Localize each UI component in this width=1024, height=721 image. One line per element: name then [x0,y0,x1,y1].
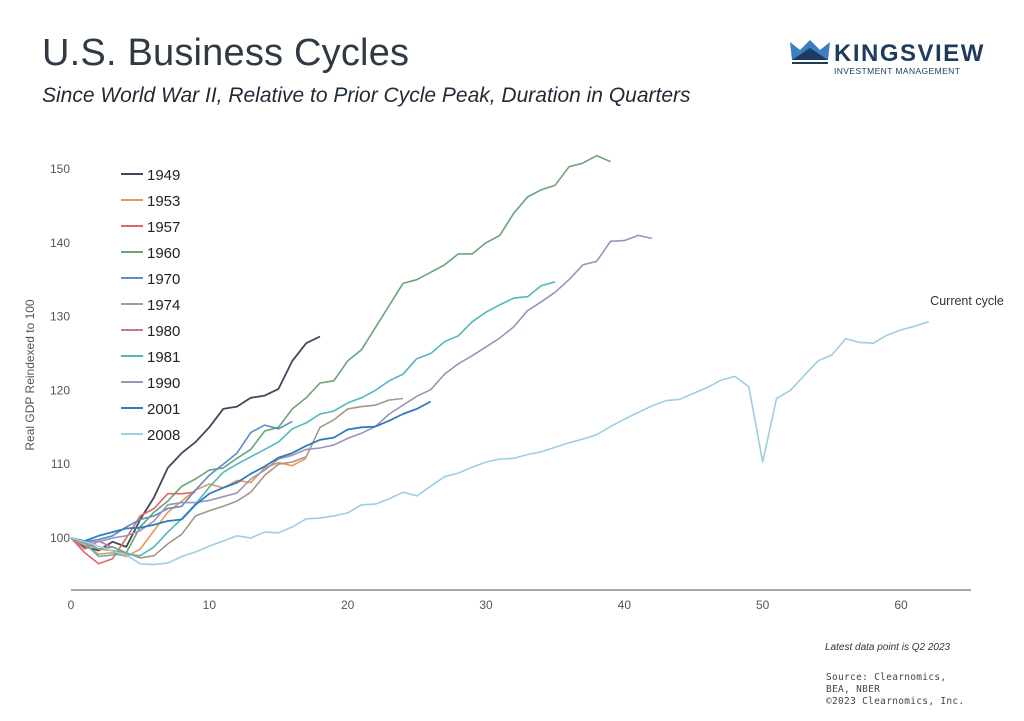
logo-wordmark: KINGSVIEW [834,40,985,67]
legend-label-2001: 2001 [147,401,180,418]
x-tick-label: 40 [618,598,632,612]
legend: 1949 1953 1957 1960 1970 1974 1980 1981 1990 2001… [121,167,180,444]
series-line-1949 [70,335,321,552]
current-cycle-annotation: Current cycle [930,294,1004,308]
kingsview-logo: KINGSVIEW INVESTMENT MANAGEMENT [788,38,983,78]
series-line-1980 [70,537,113,550]
x-axis-ticks: 0 10 20 30 40 50 60 [68,598,908,612]
series-line-2001 [70,400,432,542]
legend-label-1974: 1974 [147,297,180,314]
x-tick-label: 60 [894,598,908,612]
series-line-2008 [70,321,929,566]
series-line-1990 [70,234,653,544]
series-lines [70,154,929,566]
y-tick-label: 100 [50,531,70,545]
series-line-1974 [70,397,404,559]
series-line-1970 [70,420,293,543]
chart-subtitle: Since World War II, Relative to Prior Cy… [42,84,691,107]
series-line-1953 [70,457,307,558]
legend-label-1981: 1981 [147,349,180,366]
x-tick-label: 10 [203,598,217,612]
y-axis-ticks: 100 110 120 130 140 150 [50,162,70,545]
y-tick-label: 150 [50,162,70,176]
y-tick-label: 130 [50,310,70,324]
y-tick-label: 120 [50,383,70,397]
legend-label-1949: 1949 [147,167,180,184]
y-tick-label: 140 [50,236,70,250]
legend-label-1990: 1990 [147,375,180,392]
y-axis-label: Real GDP Reindexed to 100 [23,299,37,451]
legend-label-1953: 1953 [147,193,180,210]
x-tick-label: 50 [756,598,770,612]
y-tick-label: 110 [51,457,70,471]
legend-label-1970: 1970 [147,271,180,288]
latest-data-note: Latest data point is Q2 2023 [825,642,951,653]
logo-tagline: INVESTMENT MANAGEMENT [834,66,961,76]
legend-label-2008: 2008 [147,427,180,444]
legend-label-1960: 1960 [147,245,180,262]
x-tick-label: 30 [479,598,493,612]
legend-label-1957: 1957 [147,219,180,236]
chart-title: U.S. Business Cycles [42,32,410,74]
source-credit: Source: Clearnomics, BEA, NBER ©2023 Cle… [826,672,965,707]
x-tick-label: 20 [341,598,355,612]
crown-icon [790,40,830,64]
series-line-1960 [70,154,611,554]
x-tick-label: 0 [68,598,75,612]
series-line-1981 [70,281,556,558]
legend-label-1980: 1980 [147,323,180,340]
